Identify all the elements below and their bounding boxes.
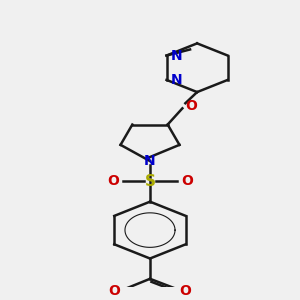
Text: O: O [179,284,191,298]
Text: N: N [171,73,183,87]
Text: O: O [109,284,121,298]
Text: N: N [171,49,183,62]
Text: O: O [181,174,193,188]
Text: S: S [145,174,155,189]
Text: N: N [144,154,156,168]
Text: O: O [107,174,119,188]
Text: O: O [185,99,197,113]
